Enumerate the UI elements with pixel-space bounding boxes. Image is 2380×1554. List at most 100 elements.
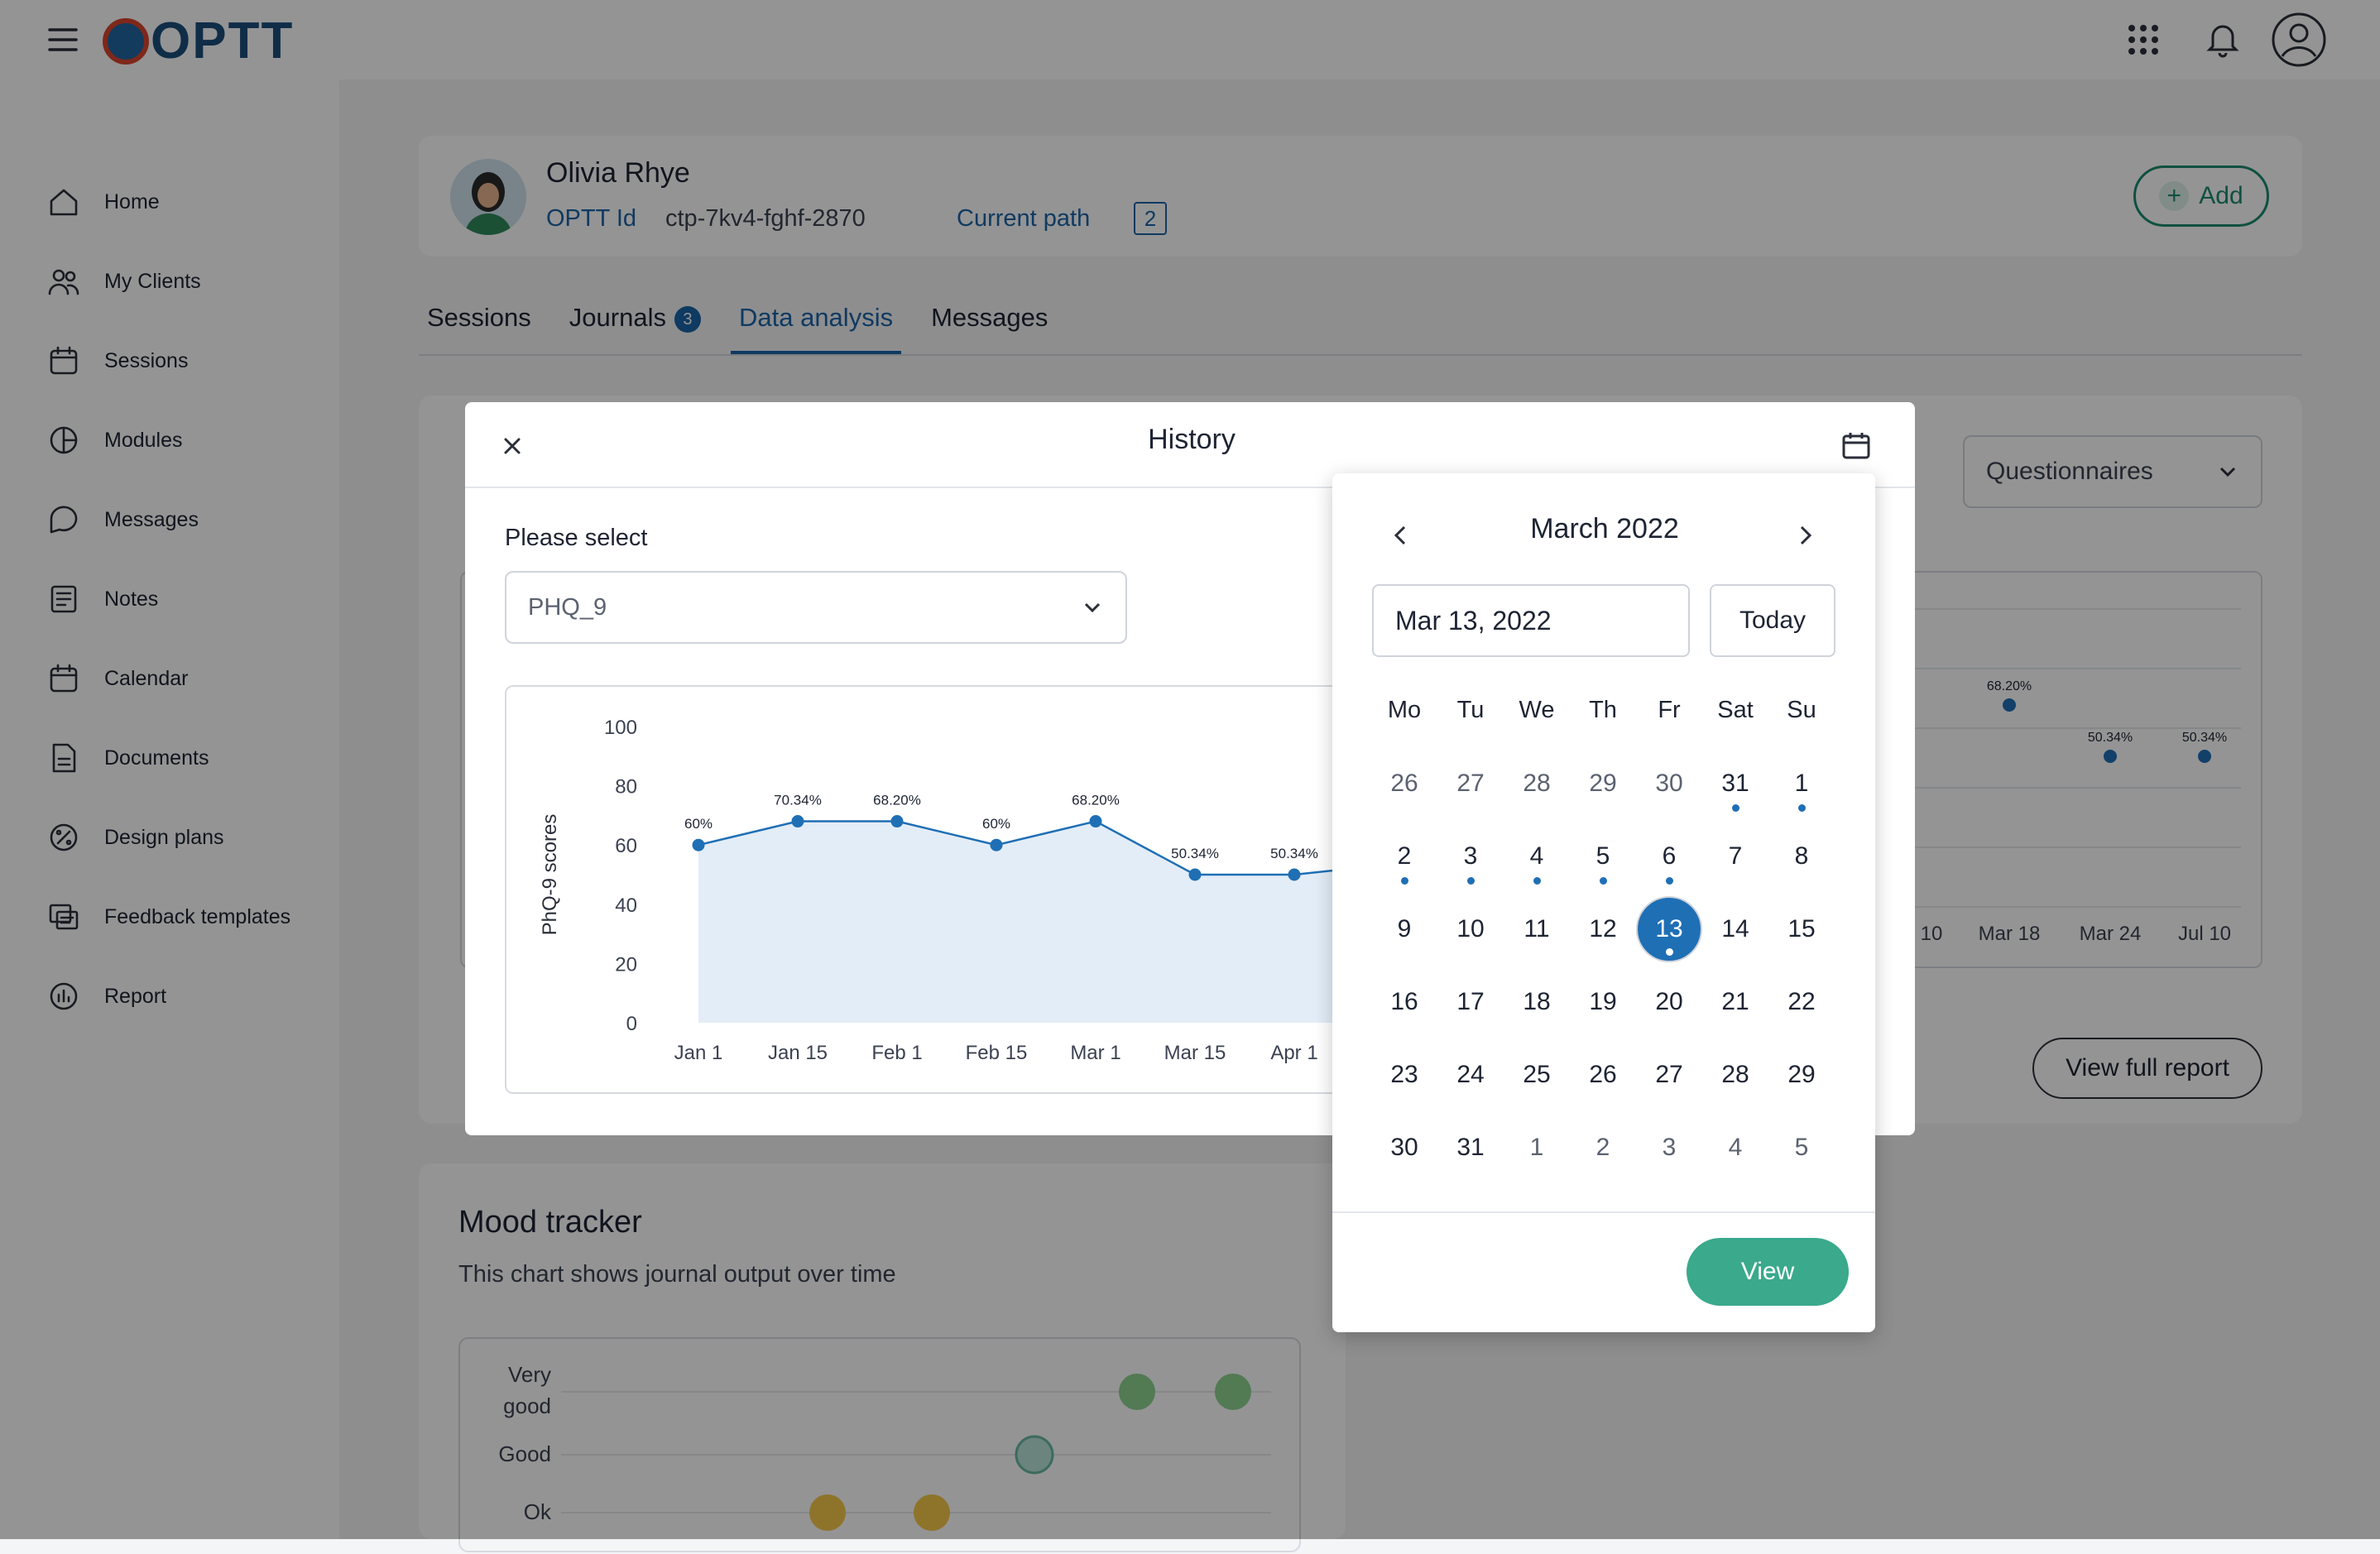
calendar-day-number: 3 <box>1662 1134 1677 1161</box>
add-button[interactable]: + Add <box>2133 165 2269 227</box>
bg-chart-tick: Jul 10 <box>2178 923 2231 945</box>
calendar-day[interactable]: 20 <box>1636 969 1702 1035</box>
add-button-label: Add <box>2199 182 2243 209</box>
calendar-day-number: 6 <box>1662 842 1677 870</box>
calendar-day[interactable]: 8 <box>1768 823 1835 890</box>
calendar-day[interactable]: 26 <box>1570 1042 1636 1108</box>
today-button[interactable]: Today <box>1710 584 1835 657</box>
questionnaire-select-value: PHQ_9 <box>528 593 607 621</box>
calendar-day[interactable]: 29 <box>1570 751 1636 817</box>
calendar-day[interactable]: 15 <box>1768 896 1835 962</box>
calendar-day[interactable]: 3 <box>1437 823 1504 890</box>
calendar-day[interactable]: 2 <box>1570 1115 1636 1181</box>
sidebar-item-home[interactable]: Home <box>46 177 160 227</box>
calendar-day[interactable]: 10 <box>1437 896 1504 962</box>
calendar-day[interactable]: 26 <box>1371 751 1437 817</box>
calendar-day-number: 1 <box>1794 770 1809 797</box>
calendar-day[interactable]: 16 <box>1371 969 1437 1035</box>
calendar-day[interactable]: 28 <box>1702 1042 1768 1108</box>
y-tick-label: 80 <box>615 776 637 799</box>
event-dot <box>1400 877 1408 885</box>
date-picker-popup <box>1332 473 1875 1332</box>
calendar-day[interactable]: 4 <box>1702 1115 1768 1181</box>
calendar-day[interactable]: 3 <box>1636 1115 1702 1181</box>
calendar-day[interactable]: 19 <box>1570 969 1636 1035</box>
tab-data-analysis[interactable]: Data analysis <box>730 295 902 354</box>
bg-chart-label: 68.20% <box>1987 679 2032 693</box>
calendar-day[interactable]: 31 <box>1702 751 1768 817</box>
calendar-day-number: 20 <box>1655 988 1683 1015</box>
chart-data-label: 68.20% <box>1072 793 1120 808</box>
calendar-day-number: 7 <box>1728 842 1743 870</box>
calendar-day-number: 3 <box>1463 842 1478 870</box>
tab-label: Sessions <box>427 303 531 332</box>
calendar-day[interactable]: 21 <box>1702 969 1768 1035</box>
calendar-day[interactable]: 25 <box>1504 1042 1570 1108</box>
calendar-day[interactable]: 14 <box>1702 896 1768 962</box>
sidebar-item-documents[interactable]: Documents <box>46 733 209 783</box>
calendar-day[interactable]: 6 <box>1636 823 1702 890</box>
chevron-left-icon[interactable] <box>1384 518 1418 553</box>
sidebar-item-report[interactable]: Report <box>46 971 166 1021</box>
calendar-day[interactable]: 29 <box>1768 1042 1835 1108</box>
sidebar-item-feedback-templates[interactable]: Feedback templates <box>46 892 290 942</box>
app-logo[interactable]: OPTT <box>103 12 294 70</box>
calendar-day[interactable]: 28 <box>1504 751 1570 817</box>
calendar-day-number: 27 <box>1456 770 1485 797</box>
view-full-report-button[interactable]: View full report <box>2032 1038 2262 1099</box>
calendar-day-number: 2 <box>1595 1134 1610 1161</box>
tab-sessions[interactable]: Sessions <box>419 295 540 354</box>
calendar-day-number: 28 <box>1523 770 1551 797</box>
calendar-day[interactable]: 27 <box>1636 1042 1702 1108</box>
sidebar-item-sessions[interactable]: Sessions <box>46 336 188 386</box>
calendar-icon[interactable] <box>1839 429 1874 463</box>
calendar-day[interactable]: 27 <box>1437 751 1504 817</box>
calendar-day[interactable]: 7 <box>1702 823 1768 890</box>
notification-bell-icon[interactable] <box>2205 20 2241 58</box>
sidebar-item-design-plans[interactable]: Design plans <box>46 813 224 862</box>
questionnaires-select[interactable]: Questionnaires <box>1963 435 2262 508</box>
calendar-day[interactable]: 5 <box>1768 1115 1835 1181</box>
sidebar-item-calendar[interactable]: Calendar <box>46 654 188 703</box>
calendar-day-selected[interactable]: 13 <box>1636 896 1702 962</box>
tab-journals[interactable]: Journals 3 <box>561 295 709 354</box>
sidebar-item-modules[interactable]: Modules <box>46 415 183 465</box>
calendar-day[interactable]: 23 <box>1371 1042 1437 1108</box>
calendar-day[interactable]: 22 <box>1768 969 1835 1035</box>
y-tick-label: 60 <box>615 835 637 857</box>
phq9-history-chart: 100 80 60 40 20 0 PhQ-9 scores 60% Jan 1 70.34% Ja… <box>505 685 1432 1094</box>
calendar-day-number: 30 <box>1390 1134 1418 1161</box>
date-input[interactable]: Mar 13, 2022 <box>1372 584 1690 657</box>
calendar-day[interactable]: 9 <box>1371 896 1437 962</box>
calendar-day[interactable]: 1 <box>1768 751 1835 817</box>
event-dot <box>1665 948 1673 956</box>
calendar-day-number: 5 <box>1794 1134 1809 1161</box>
current-path-link[interactable]: Current path <box>957 205 1091 232</box>
view-button[interactable]: View <box>1687 1238 1849 1306</box>
calendar-day[interactable]: 11 <box>1504 896 1570 962</box>
calendar-day[interactable]: 5 <box>1570 823 1636 890</box>
apps-grid-icon[interactable] <box>2125 22 2162 58</box>
calendar-day[interactable]: 30 <box>1371 1115 1437 1181</box>
sidebar-item-my-clients[interactable]: My Clients <box>46 257 201 306</box>
user-account-icon[interactable] <box>2271 12 2327 68</box>
calendar-day[interactable]: 30 <box>1636 751 1702 817</box>
sidebar-item-notes[interactable]: Notes <box>46 574 158 624</box>
chevron-right-icon[interactable] <box>1787 518 1822 553</box>
calendar-day[interactable]: 2 <box>1371 823 1437 890</box>
calendar-day-number: 16 <box>1390 988 1418 1015</box>
calendar-day[interactable]: 17 <box>1437 969 1504 1035</box>
close-icon[interactable] <box>495 429 530 463</box>
menu-icon[interactable] <box>45 22 81 58</box>
questionnaire-select[interactable]: PHQ_9 <box>505 571 1127 644</box>
calendar-day[interactable]: 12 <box>1570 896 1636 962</box>
calendar-day[interactable]: 1 <box>1504 1115 1570 1181</box>
calendar-day[interactable]: 31 <box>1437 1115 1504 1181</box>
sidebar-item-messages[interactable]: Messages <box>46 495 199 544</box>
tab-messages[interactable]: Messages <box>923 295 1056 354</box>
calendar-day[interactable]: 24 <box>1437 1042 1504 1108</box>
optt-id-label: OPTT Id <box>546 205 637 232</box>
calendar-day[interactable]: 4 <box>1504 823 1570 890</box>
calendar-day[interactable]: 18 <box>1504 969 1570 1035</box>
calendar-day-number: 19 <box>1589 988 1617 1015</box>
